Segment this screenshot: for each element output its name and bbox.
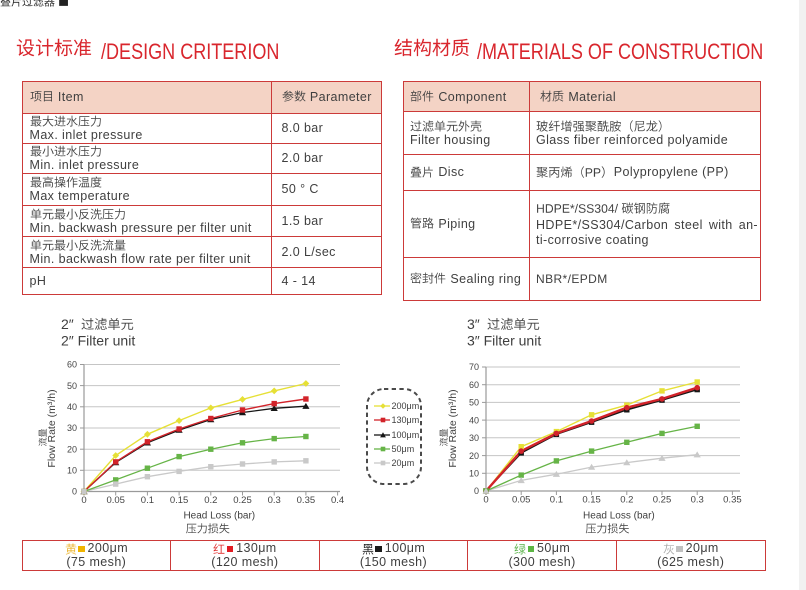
svg-text:0.05: 0.05 [106, 495, 125, 506]
svg-text:40: 40 [469, 415, 479, 425]
svg-text:60: 60 [469, 380, 479, 390]
svg-text:0: 0 [483, 495, 488, 506]
svg-text:Head Loss (bar): Head Loss (bar) [583, 511, 655, 522]
svg-text:Head Loss (bar): Head Loss (bar) [183, 511, 255, 522]
svg-text:20: 20 [67, 444, 77, 454]
svg-text:2″ Filter unit: 2″ Filter unit [61, 333, 135, 349]
svg-text:30: 30 [67, 423, 77, 433]
svg-text:10: 10 [67, 466, 77, 476]
svg-text:50: 50 [67, 381, 77, 391]
svg-text:60: 60 [67, 360, 77, 370]
svg-text:Flow Rate (m³/h): Flow Rate (m³/h) [46, 389, 58, 467]
svg-text:0.2: 0.2 [620, 495, 633, 506]
svg-text:0.4: 0.4 [331, 495, 344, 506]
svg-text:0: 0 [81, 495, 86, 506]
svg-text:0.25: 0.25 [653, 495, 672, 506]
svg-text:70: 70 [469, 362, 479, 372]
svg-text:0.3: 0.3 [691, 495, 704, 506]
svg-text:0.35: 0.35 [297, 495, 316, 506]
svg-text:0.25: 0.25 [233, 495, 252, 506]
svg-text:0.05: 0.05 [512, 495, 531, 506]
svg-text:0: 0 [474, 486, 479, 496]
svg-text:0.1: 0.1 [550, 495, 563, 506]
svg-text:3″: 3″ [467, 316, 480, 332]
svg-text:30: 30 [469, 433, 479, 443]
svg-text:0.15: 0.15 [170, 495, 189, 506]
svg-text:50: 50 [469, 398, 479, 408]
svg-text:0: 0 [72, 487, 77, 497]
svg-text:10: 10 [469, 469, 479, 479]
svg-text:Flow Rate (m³/h): Flow Rate (m³/h) [447, 389, 459, 467]
svg-text:3″ Filter unit: 3″ Filter unit [467, 333, 541, 349]
svg-text:0.2: 0.2 [204, 495, 217, 506]
svg-text:0.3: 0.3 [268, 495, 281, 506]
svg-text:0.35: 0.35 [723, 495, 742, 506]
svg-text:2″: 2″ [61, 316, 74, 332]
svg-text:0.15: 0.15 [582, 495, 601, 506]
svg-text:40: 40 [67, 402, 77, 412]
svg-text:20: 20 [469, 451, 479, 461]
svg-text:0.1: 0.1 [141, 495, 154, 506]
